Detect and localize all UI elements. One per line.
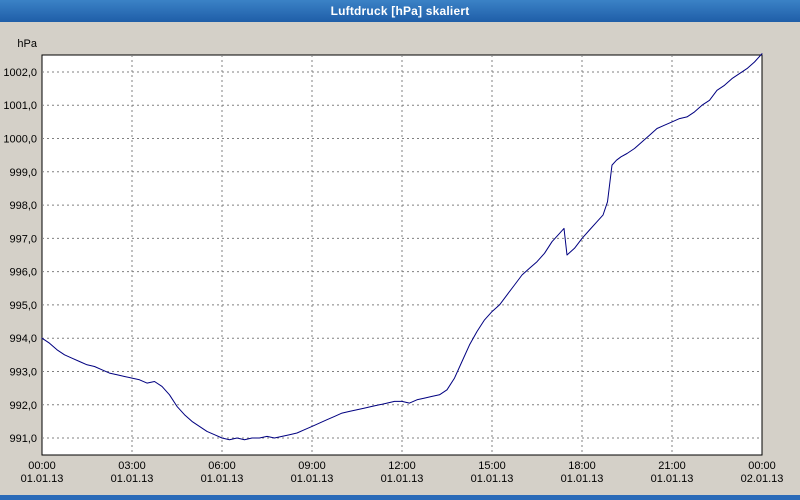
y-tick-label: 995,0	[9, 300, 37, 312]
x-tick-time-label: 09:00	[298, 460, 326, 472]
window-title: Luftdruck [hPa] skaliert	[330, 4, 470, 18]
y-axis-unit-label: hPa	[17, 38, 37, 50]
window-bottom-border	[0, 495, 800, 500]
x-tick-date-label: 02.01.13	[741, 473, 784, 485]
pressure-line	[41, 53, 763, 441]
y-tick-label: 1002,0	[3, 67, 37, 79]
x-tick-date-label: 01.01.13	[291, 473, 334, 485]
x-tick-date-label: 01.01.13	[471, 473, 514, 485]
x-tick-date-label: 01.01.13	[651, 473, 694, 485]
pressure-chart: 991,0 992,0 993,0 994,0 995,0 996,0 997,0 998,0…	[3, 38, 784, 485]
y-tick-label: 993,0	[9, 366, 37, 378]
y-tick-label: 1000,0	[3, 134, 37, 146]
y-axis-labels: 991,0 992,0 993,0 994,0 995,0 996,0 997,0 998,0…	[3, 67, 37, 445]
x-tick-time-label: 12:00	[388, 460, 416, 472]
window-title-bar[interactable]: Luftdruck [hPa] skaliert	[0, 0, 800, 22]
x-tick-date-label: 01.01.13	[111, 473, 154, 485]
grid-lines	[42, 55, 762, 455]
y-tick-label: 994,0	[9, 333, 37, 345]
x-tick-time-label: 00:00	[28, 460, 56, 472]
x-tick-time-label: 06:00	[208, 460, 236, 472]
y-tick-label: 998,0	[9, 200, 37, 212]
y-tick-label: 997,0	[9, 233, 37, 245]
y-tick-label: 992,0	[9, 400, 37, 412]
x-tick-time-label: 03:00	[118, 460, 146, 472]
x-tick-time-label: 15:00	[478, 460, 506, 472]
x-tick-date-label: 01.01.13	[561, 473, 604, 485]
x-tick-date-label: 01.01.13	[201, 473, 244, 485]
y-tick-label: 1001,0	[3, 100, 37, 112]
chart-area: 991,0 992,0 993,0 994,0 995,0 996,0 997,0 998,0…	[0, 22, 800, 495]
x-tick-date-label: 01.01.13	[381, 473, 424, 485]
x-tick-time-label: 21:00	[658, 460, 686, 472]
y-tick-label: 996,0	[9, 267, 37, 279]
x-tick-time-label: 18:00	[568, 460, 596, 472]
x-tick-date-label: 01.01.13	[21, 473, 64, 485]
x-tick-time-label: 00:00	[748, 460, 776, 472]
y-tick-label: 991,0	[9, 433, 37, 445]
y-tick-label: 999,0	[9, 167, 37, 179]
x-axis-labels: 00:0001.01.1303:0001.01.1306:0001.01.130…	[21, 460, 784, 485]
